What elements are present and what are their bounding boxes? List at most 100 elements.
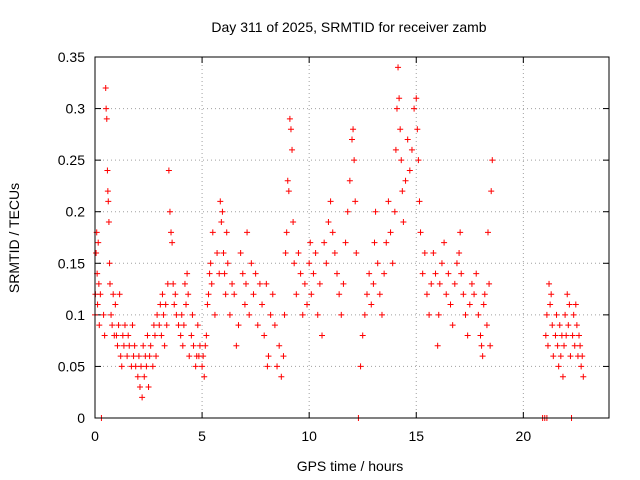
data-point	[283, 229, 290, 236]
data-point	[101, 332, 108, 339]
data-point	[118, 363, 125, 370]
data-point	[117, 353, 124, 360]
data-point	[146, 353, 153, 360]
data-point	[248, 260, 255, 267]
data-point	[274, 363, 281, 370]
y-tick-label: 0.1	[66, 307, 86, 323]
data-point	[349, 136, 355, 143]
data-point	[291, 260, 298, 267]
data-point	[153, 353, 160, 360]
data-point	[321, 239, 328, 246]
data-point	[226, 311, 233, 318]
data-point	[297, 270, 304, 277]
data-point	[301, 280, 308, 287]
data-point	[194, 322, 201, 329]
y-tick-label: 0.3	[66, 101, 86, 117]
data-point	[267, 311, 274, 318]
data-point	[229, 280, 236, 287]
data-point	[408, 146, 415, 153]
data-point	[550, 353, 557, 360]
data-point	[374, 260, 381, 267]
data-point	[579, 353, 586, 360]
data-point	[112, 301, 119, 308]
data-point	[181, 280, 188, 287]
data-point	[104, 167, 111, 174]
data-point	[116, 291, 123, 298]
data-point	[269, 291, 276, 298]
data-point	[177, 332, 184, 339]
data-point	[488, 188, 495, 195]
data-point	[554, 342, 561, 349]
data-point	[546, 280, 553, 287]
data-point	[95, 280, 102, 287]
data-point	[130, 353, 137, 360]
data-point	[254, 322, 261, 329]
data-point	[468, 280, 475, 287]
data-point	[323, 260, 330, 267]
data-point	[162, 301, 169, 308]
data-point	[484, 229, 491, 236]
data-point	[180, 322, 187, 329]
data-point	[404, 136, 411, 143]
data-point	[223, 229, 230, 236]
data-point	[396, 95, 403, 102]
data-point	[208, 280, 215, 287]
data-point	[387, 229, 394, 236]
data-point	[557, 353, 564, 360]
y-tick-label: 0.35	[58, 49, 85, 65]
data-point	[441, 239, 448, 246]
data-point	[134, 373, 141, 380]
data-point	[131, 342, 138, 349]
data-point	[368, 301, 375, 308]
data-point	[415, 157, 422, 164]
data-point	[278, 373, 285, 380]
data-point	[256, 280, 263, 287]
data-point	[473, 270, 480, 277]
data-point	[160, 311, 167, 318]
data-point	[327, 198, 334, 205]
plot-frame	[94, 56, 610, 419]
data-point	[479, 353, 486, 360]
data-point	[363, 291, 370, 298]
data-point	[246, 311, 253, 318]
x-axis-label: GPS time / hours	[297, 458, 404, 474]
data-point	[126, 342, 133, 349]
data-point	[205, 291, 212, 298]
data-point	[170, 280, 177, 287]
data-point	[400, 219, 407, 226]
data-point	[310, 270, 317, 277]
data-point	[169, 239, 176, 246]
data-point	[411, 105, 418, 112]
data-point	[203, 332, 210, 339]
data-point	[165, 167, 172, 174]
data-point	[295, 249, 302, 256]
data-point	[430, 249, 437, 256]
data-point	[102, 84, 109, 91]
data-point	[233, 342, 240, 349]
data-point	[361, 311, 368, 318]
data-point	[163, 322, 170, 329]
data-point	[393, 105, 400, 112]
data-point	[353, 249, 360, 256]
data-point	[145, 384, 152, 391]
data-point	[395, 64, 402, 71]
data-point	[282, 249, 289, 256]
data-point	[166, 208, 173, 215]
data-point	[218, 219, 225, 226]
data-point	[103, 115, 110, 122]
data-point	[244, 229, 251, 236]
data-point	[399, 188, 406, 195]
data-point	[138, 363, 145, 370]
data-point	[129, 322, 136, 329]
data-points	[92, 64, 587, 421]
data-point	[110, 291, 117, 298]
data-point	[544, 342, 551, 349]
data-point	[570, 311, 577, 318]
data-point	[159, 291, 166, 298]
data-point	[108, 311, 115, 318]
data-point	[100, 311, 107, 318]
data-point	[542, 332, 549, 339]
data-point	[370, 280, 377, 287]
data-point	[156, 322, 163, 329]
data-point	[458, 270, 465, 277]
